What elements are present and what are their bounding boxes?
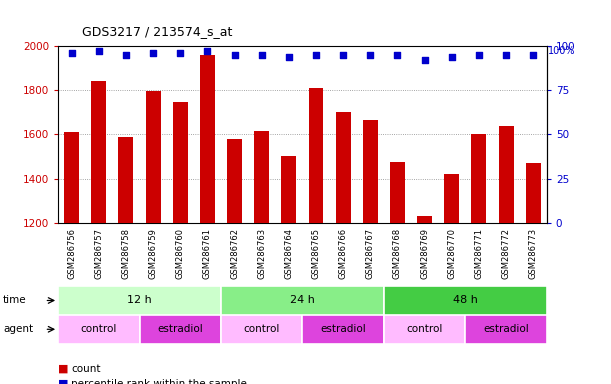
Bar bbox=[64, 132, 79, 223]
Bar bbox=[302, 315, 384, 344]
Text: ■: ■ bbox=[58, 364, 68, 374]
Bar bbox=[227, 139, 242, 223]
Bar bbox=[309, 88, 323, 223]
Text: GSM286771: GSM286771 bbox=[475, 228, 483, 279]
Bar bbox=[200, 55, 215, 223]
Bar bbox=[282, 157, 296, 223]
Bar bbox=[417, 216, 432, 223]
Bar bbox=[499, 126, 514, 223]
Text: estradiol: estradiol bbox=[483, 324, 529, 334]
Point bbox=[501, 52, 511, 58]
Point bbox=[393, 52, 403, 58]
Point bbox=[121, 52, 131, 58]
Bar bbox=[384, 315, 466, 344]
Bar bbox=[221, 286, 384, 315]
Bar bbox=[390, 162, 405, 223]
Text: 100%: 100% bbox=[548, 46, 576, 56]
Bar bbox=[139, 315, 221, 344]
Bar bbox=[91, 81, 106, 223]
Text: GSM286762: GSM286762 bbox=[230, 228, 239, 279]
Text: estradiol: estradiol bbox=[320, 324, 366, 334]
Text: 24 h: 24 h bbox=[290, 295, 315, 306]
Bar bbox=[363, 120, 378, 223]
Text: GSM286766: GSM286766 bbox=[338, 228, 348, 279]
Text: GSM286767: GSM286767 bbox=[366, 228, 375, 279]
Point bbox=[365, 52, 375, 58]
Point bbox=[202, 48, 212, 55]
Point bbox=[230, 52, 240, 58]
Point bbox=[420, 57, 430, 63]
Bar bbox=[173, 103, 188, 223]
Bar bbox=[119, 137, 133, 223]
Point bbox=[257, 52, 266, 58]
Text: estradiol: estradiol bbox=[158, 324, 203, 334]
Text: control: control bbox=[244, 324, 280, 334]
Bar bbox=[221, 315, 302, 344]
Point bbox=[311, 52, 321, 58]
Point bbox=[529, 52, 538, 58]
Text: GSM286768: GSM286768 bbox=[393, 228, 402, 279]
Text: GSM286763: GSM286763 bbox=[257, 228, 266, 279]
Text: GSM286758: GSM286758 bbox=[122, 228, 130, 279]
Point bbox=[284, 54, 294, 60]
Text: GSM286757: GSM286757 bbox=[94, 228, 103, 279]
Text: GSM286765: GSM286765 bbox=[312, 228, 321, 279]
Bar bbox=[526, 163, 541, 223]
Point bbox=[447, 54, 456, 60]
Point bbox=[148, 50, 158, 56]
Text: GSM286760: GSM286760 bbox=[176, 228, 185, 279]
Text: percentile rank within the sample: percentile rank within the sample bbox=[71, 379, 247, 384]
Text: GDS3217 / 213574_s_at: GDS3217 / 213574_s_at bbox=[82, 25, 233, 38]
Text: 12 h: 12 h bbox=[127, 295, 152, 306]
Point bbox=[175, 50, 185, 56]
Text: GSM286772: GSM286772 bbox=[502, 228, 511, 279]
Text: GSM286764: GSM286764 bbox=[284, 228, 293, 279]
Text: 48 h: 48 h bbox=[453, 295, 478, 306]
Text: agent: agent bbox=[3, 324, 33, 334]
Text: GSM286773: GSM286773 bbox=[529, 228, 538, 279]
Bar bbox=[472, 134, 486, 223]
Text: control: control bbox=[406, 324, 443, 334]
Text: GSM286759: GSM286759 bbox=[148, 228, 158, 279]
Bar bbox=[466, 315, 547, 344]
Text: count: count bbox=[71, 364, 101, 374]
Text: GSM286769: GSM286769 bbox=[420, 228, 429, 279]
Bar bbox=[58, 315, 139, 344]
Point bbox=[94, 48, 104, 55]
Bar bbox=[58, 286, 221, 315]
Bar bbox=[335, 112, 351, 223]
Text: GSM286761: GSM286761 bbox=[203, 228, 212, 279]
Text: GSM286756: GSM286756 bbox=[67, 228, 76, 279]
Text: ■: ■ bbox=[58, 379, 68, 384]
Text: control: control bbox=[81, 324, 117, 334]
Point bbox=[474, 52, 484, 58]
Bar bbox=[145, 91, 161, 223]
Point bbox=[67, 50, 76, 56]
Text: GSM286770: GSM286770 bbox=[447, 228, 456, 279]
Bar bbox=[384, 286, 547, 315]
Text: time: time bbox=[3, 295, 27, 306]
Point bbox=[338, 52, 348, 58]
Bar bbox=[444, 174, 459, 223]
Bar bbox=[254, 131, 269, 223]
